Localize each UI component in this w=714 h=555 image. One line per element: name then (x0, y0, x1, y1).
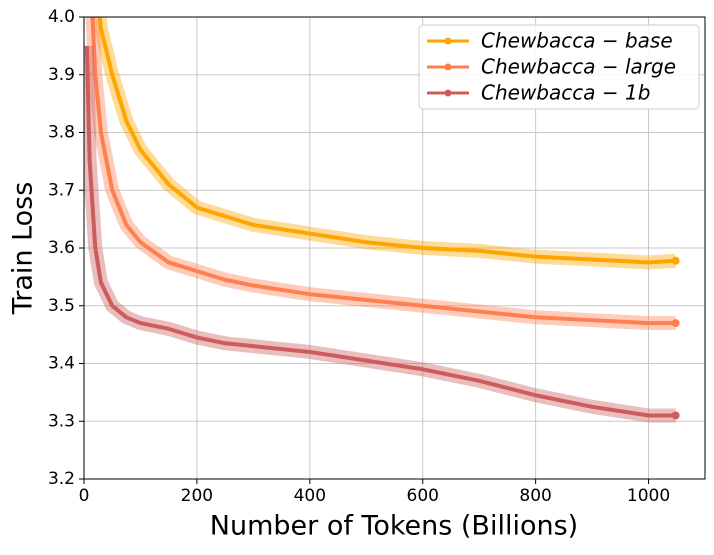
series-end-marker (671, 319, 680, 328)
x-tick-label: 800 (519, 486, 551, 506)
series-end-marker (671, 256, 680, 265)
y-tick-label: 4.0 (48, 7, 75, 27)
x-tick-label: 400 (294, 486, 326, 506)
series-line (90, 17, 676, 326)
legend-label: Chewbacca − base (481, 29, 673, 53)
legend-marker (444, 63, 452, 71)
y-tick-label: 3.8 (48, 123, 75, 143)
x-tick-label: 200 (181, 486, 213, 506)
ticks: 0 200 400 600 800 1000 3.2 3.3 3.4 3.5 3.6 3.7 3.8 3.… (48, 7, 670, 506)
y-tick-label: 3.2 (48, 469, 75, 489)
series-line (84, 45, 676, 418)
x-tick-label: 0 (79, 486, 90, 506)
series-end-marker (671, 411, 680, 420)
legend-marker (444, 37, 452, 45)
legend-marker (444, 89, 452, 97)
legend-label: Chewbacca − large (481, 55, 676, 79)
y-tick-label: 3.5 (48, 296, 75, 316)
y-tick-label: 3.7 (48, 180, 75, 200)
legend-label: Chewbacca − 1b (481, 81, 650, 105)
x-tick-label: 600 (407, 486, 439, 506)
y-tick-label: 3.4 (48, 354, 75, 374)
x-axis-label: Number of Tokens (Billions) (210, 511, 578, 542)
y-tick-label: 3.9 (48, 65, 75, 85)
y-tick-label: 3.3 (48, 411, 75, 431)
y-axis-label: Train Loss (8, 182, 39, 316)
legend-box (418, 24, 700, 110)
y-tick-label: 3.6 (48, 238, 75, 258)
series-line (97, 17, 676, 265)
plot-area (84, 17, 680, 423)
x-tick-label: 1000 (627, 486, 670, 506)
